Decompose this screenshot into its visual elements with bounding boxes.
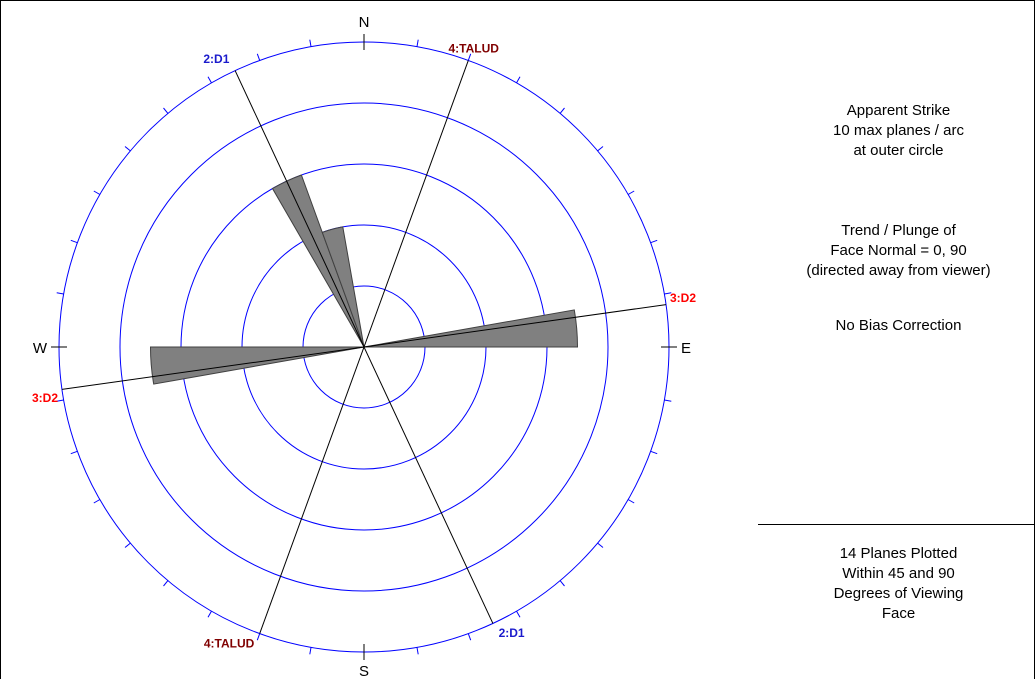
- degree-tick: [516, 76, 521, 84]
- degree-tick: [597, 542, 604, 548]
- max-planes-line: 10 max planes / arc: [833, 122, 964, 139]
- degree-tick: [416, 647, 419, 655]
- degree-tick: [163, 107, 169, 114]
- set-label: 4:TALUD: [448, 42, 499, 56]
- east-label: E: [681, 340, 691, 357]
- degree-tick: [309, 39, 312, 47]
- degree-tick: [207, 76, 212, 84]
- set-label: 3:D2: [670, 291, 696, 305]
- rose-petal: [149, 346, 365, 385]
- degree-tick: [256, 53, 261, 61]
- planes-summary-info: 14 Planes Plotted Within 45 and 90 Degre…: [761, 544, 1035, 624]
- degree-tick: [467, 53, 472, 61]
- degree-tick: [124, 146, 131, 152]
- degree-tick: [467, 633, 472, 641]
- info-divider: [758, 524, 1035, 525]
- degree-tick: [650, 239, 658, 244]
- rose-petal: [363, 309, 579, 348]
- degree-tick: [124, 542, 131, 548]
- rose-diagram: N S E W 2:D1 2:D1 4:TALUD 4:TALUD 3:D2 3:D2: [32, 14, 696, 680]
- set-line: [61, 304, 667, 390]
- degree-tick: [163, 580, 169, 587]
- set-label: 2:D1: [499, 626, 525, 640]
- bias-correction-line: No Bias Correction: [835, 317, 962, 334]
- degree-tick: [664, 292, 672, 295]
- degree-tick: [664, 399, 672, 402]
- south-label: S: [359, 663, 369, 680]
- degree-tick: [650, 450, 658, 455]
- degree-tick: [516, 610, 521, 618]
- viewing-degrees-line: Degrees of Viewing: [833, 585, 964, 602]
- trend-plunge-info: Trend / Plunge of Face Normal = 0, 90 (d…: [761, 221, 1035, 281]
- degree-tick: [559, 107, 565, 114]
- degree-tick: [70, 450, 78, 455]
- degree-tick: [559, 580, 565, 587]
- degree-tick: [416, 39, 419, 47]
- trend-plunge-line: Trend / Plunge of: [841, 222, 956, 239]
- degree-tick: [207, 610, 212, 618]
- rose-ring: [119, 102, 609, 592]
- degree-tick: [70, 239, 78, 244]
- set-label: 2:D1: [203, 52, 229, 66]
- apparent-strike-info: Apparent Strike 10 max planes / arc at o…: [761, 101, 1035, 161]
- degree-tick: [627, 190, 635, 195]
- face-line: Face: [881, 605, 916, 622]
- degree-tick: [597, 146, 604, 152]
- outer-circle-line: at outer circle: [853, 142, 944, 159]
- set-label: 3:D2: [32, 391, 58, 405]
- degree-tick: [93, 190, 101, 195]
- directed-away-line: (directed away from viewer): [806, 262, 991, 279]
- set-label: 4:TALUD: [204, 636, 255, 650]
- apparent-strike-line: Apparent Strike: [846, 102, 951, 119]
- degree-tick: [627, 499, 635, 504]
- face-normal-line: Face Normal = 0, 90: [830, 242, 967, 259]
- degree-tick: [309, 647, 312, 655]
- degree-tick: [56, 292, 64, 295]
- north-label: N: [359, 14, 370, 31]
- planes-plotted-line: 14 Planes Plotted: [839, 545, 958, 562]
- degree-tick: [93, 499, 101, 504]
- rose-petal: [271, 174, 365, 348]
- degree-tick: [256, 633, 261, 641]
- rose-petal: [321, 226, 365, 348]
- within-range-line: Within 45 and 90: [842, 565, 955, 582]
- bias-correction-info: No Bias Correction: [761, 316, 1035, 336]
- west-label: W: [33, 340, 48, 357]
- degree-tick: [56, 399, 64, 402]
